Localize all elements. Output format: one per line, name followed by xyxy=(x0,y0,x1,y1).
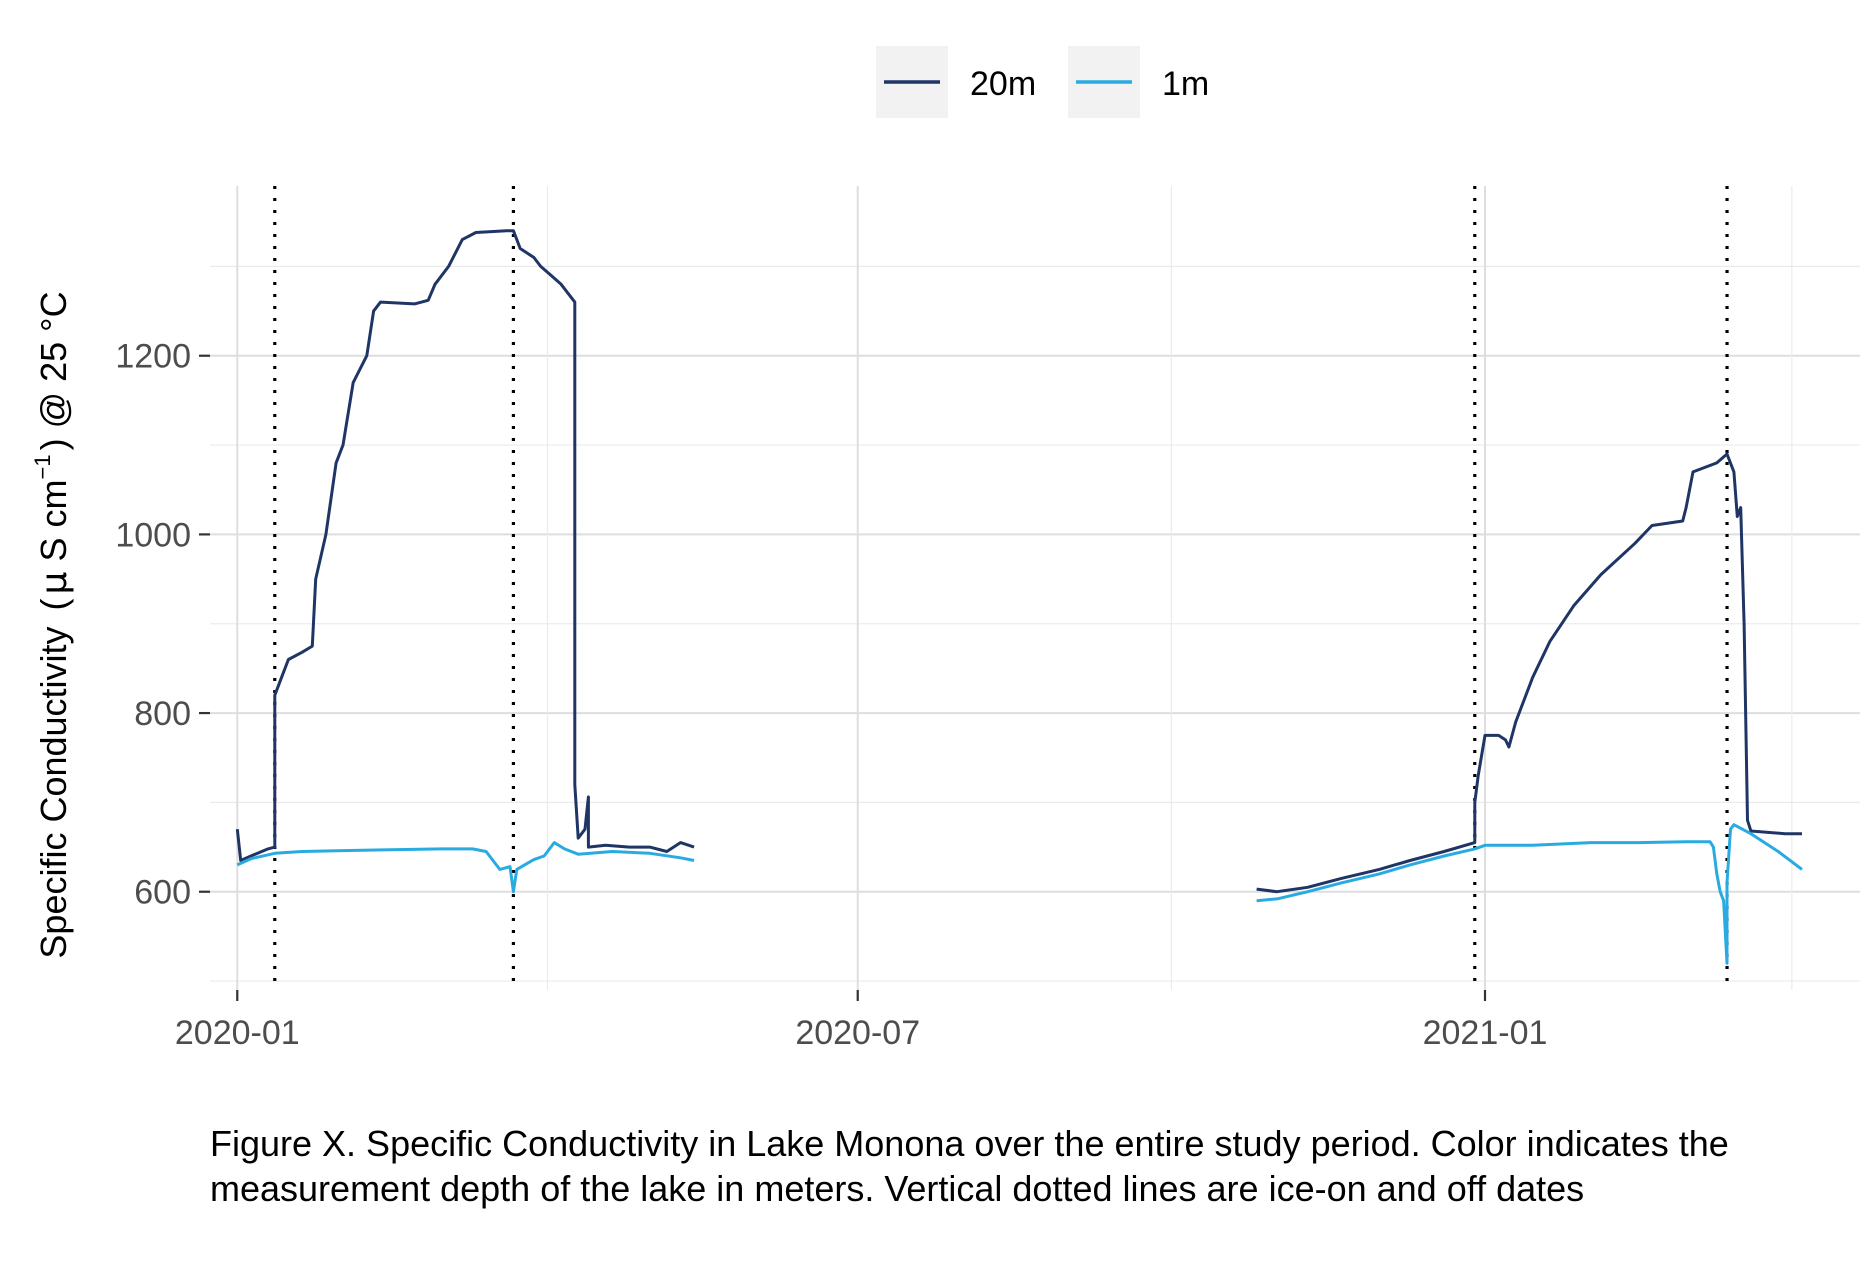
tick-labels: 600 800 1000 1200 2020-01 2020-07 2021-01 xyxy=(115,338,1547,1052)
ice-dates xyxy=(273,186,1729,990)
gridlines xyxy=(210,186,1860,990)
y-axis-title: Specific Conductivity ( μ S cm−1) @ 25 °C xyxy=(30,291,75,958)
y-tick-label: 1200 xyxy=(115,338,191,376)
x-tick-label: 2020-01 xyxy=(175,1014,300,1052)
y-tick-label: 600 xyxy=(134,874,191,912)
y-axis-title-unit: S cm xyxy=(33,480,74,572)
y-axis-title-exponent: −1 xyxy=(30,454,55,479)
x-tick-label: 2021-01 xyxy=(1423,1014,1548,1052)
y-axis-title-close: ) xyxy=(33,438,74,450)
y-axis-title-temp: @ 25 °C xyxy=(33,291,74,438)
legend: 20m 1m xyxy=(876,46,1209,118)
figure-caption: Figure X. Specific Conductivity in Lake … xyxy=(210,1123,1729,1209)
y-axis-title-mu: μ xyxy=(34,571,75,594)
legend-label-20m: 20m xyxy=(970,65,1036,103)
y-axis-title-open: ( xyxy=(33,598,74,610)
y-tick-label: 1000 xyxy=(115,516,191,554)
x-tick-label: 2020-07 xyxy=(795,1014,920,1052)
series-line-20m xyxy=(235,229,1802,894)
series-lines xyxy=(235,229,1803,965)
axis-ticks xyxy=(199,354,1487,1001)
legend-label-1m: 1m xyxy=(1162,65,1209,103)
series-line-1m xyxy=(236,823,1803,965)
y-tick-label: 800 xyxy=(134,695,191,733)
y-axis-title-main: Specific Conductivity xyxy=(33,616,74,958)
